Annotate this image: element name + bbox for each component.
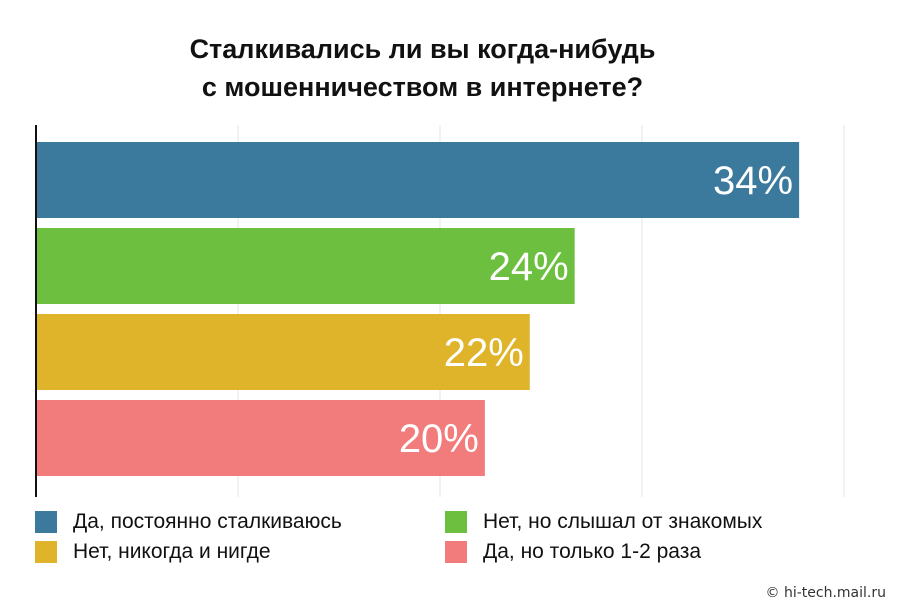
bar-1 — [36, 142, 800, 218]
watermark: © hi-tech.mail.ru — [765, 585, 886, 601]
legend-label-4: Да, но только 1-2 раза — [483, 540, 702, 563]
bar-2 — [36, 228, 575, 304]
legend-item-4: Да, но только 1-2 раза — [445, 538, 701, 566]
legend-label-2: Нет, но слышал от знакомых — [483, 510, 763, 533]
bar-value-label-2: 24% — [489, 245, 569, 289]
legend-item-2: Нет, но слышал от знакомых — [445, 508, 762, 536]
bar-4 — [36, 400, 485, 476]
legend-swatch-4 — [445, 541, 467, 563]
bar-3 — [36, 314, 530, 390]
legend-swatch-2 — [445, 511, 467, 533]
legend-item-3: Нет, никогда и нигде — [35, 538, 271, 566]
legend-swatch-3 — [35, 541, 57, 563]
legend-swatch-1 — [35, 511, 57, 533]
bar-value-label-3: 22% — [444, 331, 524, 375]
bar-value-label-4: 20% — [399, 417, 479, 461]
bar-chart: 34% 24% 22% 20% — [35, 125, 845, 497]
chart-title-line-1: Сталкивались ли вы когда-нибудь — [189, 34, 656, 64]
legend-item-1: Да, постоянно сталкиваюсь — [35, 508, 342, 536]
legend-label-3: Нет, никогда и нигде — [73, 540, 271, 563]
legend-label-1: Да, постоянно сталкиваюсь — [73, 510, 342, 533]
chart-title-line-2: с мошенничеством в интернете? — [201, 72, 644, 102]
chart-title: Сталкивались ли вы когда-нибудь с мошенн… — [0, 30, 845, 106]
bar-value-label-1: 34% — [713, 159, 793, 203]
chart-legend: Да, постоянно сталкиваюсь Нет, но слышал… — [35, 508, 865, 568]
